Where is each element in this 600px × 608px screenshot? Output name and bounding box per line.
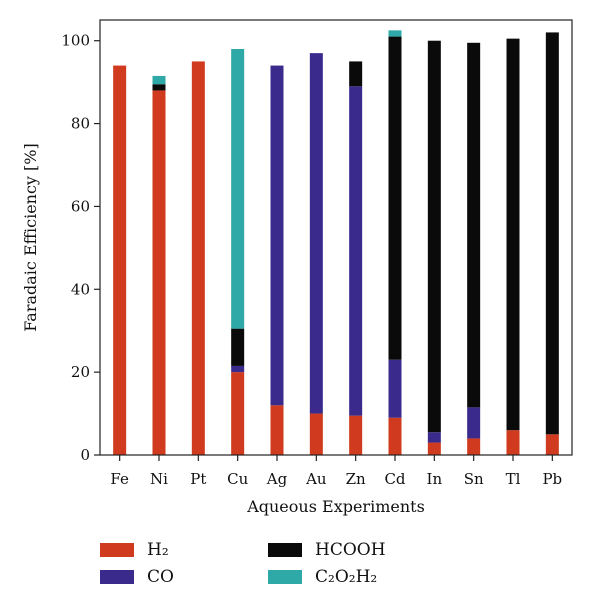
legend-label-hcooh: HCOOH (315, 540, 386, 560)
x-tick-label-cu: Cu (227, 470, 248, 488)
y-tick-label: 60 (71, 197, 90, 215)
bar-ag-co (270, 65, 284, 406)
x-tick-label-pb: Pb (542, 470, 562, 488)
x-tick-label-in: In (427, 470, 443, 488)
legend-item-hcooh: HCOOH (268, 540, 386, 560)
y-tick-label: 80 (71, 115, 90, 133)
bar-zn-h (349, 415, 363, 455)
bar-pb-h (545, 434, 559, 455)
legend-item-h2: H₂ (100, 540, 169, 560)
y-tick-label: 100 (61, 32, 90, 50)
bar-cu-co (231, 365, 245, 373)
bar-ag-h (270, 405, 284, 455)
legend-swatch-co (100, 570, 134, 584)
bar-tl-h (506, 430, 520, 455)
legend-label-h2: H₂ (147, 540, 169, 560)
x-tick-label-cd: Cd (384, 470, 405, 488)
bar-ni-hcooh (152, 84, 166, 91)
legend-swatch-h2 (100, 543, 134, 557)
faradaic-efficiency-chart: 0 20 40 60 80 100 Fe Ni Pt Cu Ag Au Zn Cd In Sn Tl Pb Fa… (21, 19, 573, 516)
y-tick-label: 0 (80, 446, 90, 464)
legend-swatch-c2o2h2 (268, 570, 302, 584)
legend-item-co: CO (100, 567, 174, 587)
bar-cu-hcooh (231, 328, 245, 366)
bar-sn-co (467, 407, 481, 439)
bar-cu-h (231, 372, 245, 455)
x-tick-label-zn: Zn (346, 470, 366, 488)
bar-cd-h (388, 417, 402, 455)
bar-in-hcooh (427, 40, 441, 433)
x-tick-label-ag: Ag (266, 470, 288, 488)
legend-label-co: CO (147, 567, 174, 587)
x-tick-label-fe: Fe (110, 470, 129, 488)
bar-cd-coh (388, 30, 402, 37)
bar-zn-co (349, 86, 363, 416)
bar-ni-h (152, 90, 166, 455)
bar-pt-h (191, 61, 205, 456)
bar-cd-co (388, 359, 402, 418)
legend-swatch-hcooh (268, 543, 302, 557)
x-tick-label-tl: Tl (506, 470, 521, 488)
bar-zn-hcooh (349, 61, 363, 87)
bar-cu-coh (231, 49, 245, 329)
bar-fe-h (113, 65, 127, 456)
x-axis-label: Aqueous Experiments (246, 497, 425, 516)
x-tick-label-ni: Ni (150, 470, 168, 488)
bar-au-h (309, 413, 323, 455)
x-tick-label-sn: Sn (464, 470, 484, 488)
bar-ni-coh (152, 75, 166, 85)
bar-sn-hcooh (467, 42, 481, 408)
y-axis-label: Faradaic Efficiency [%] (21, 143, 40, 331)
bar-in-h (427, 442, 441, 455)
plot-frame (99, 19, 573, 456)
bar-in-co (427, 432, 441, 443)
y-tick-label: 20 (71, 363, 90, 381)
x-tick-label-pt: Pt (190, 470, 206, 488)
y-axis-ticks: 0 20 40 60 80 100 (61, 32, 100, 464)
y-tick-label: 40 (71, 280, 90, 298)
bar-sn-h (467, 438, 481, 455)
bar-tl-hcooh (506, 38, 520, 431)
bar-pb-hcooh (545, 32, 559, 435)
legend-label-c2o2h2: C₂O₂H₂ (315, 567, 378, 587)
bars-group (113, 30, 559, 456)
bar-cd-hcooh (388, 36, 402, 360)
legend-item-c2o2h2: C₂O₂H₂ (268, 567, 377, 587)
x-axis-ticks: Fe Ni Pt Cu Ag Au Zn Cd In Sn Tl Pb (110, 455, 562, 488)
x-tick-label-au: Au (305, 470, 327, 488)
bar-au-co (309, 53, 323, 414)
